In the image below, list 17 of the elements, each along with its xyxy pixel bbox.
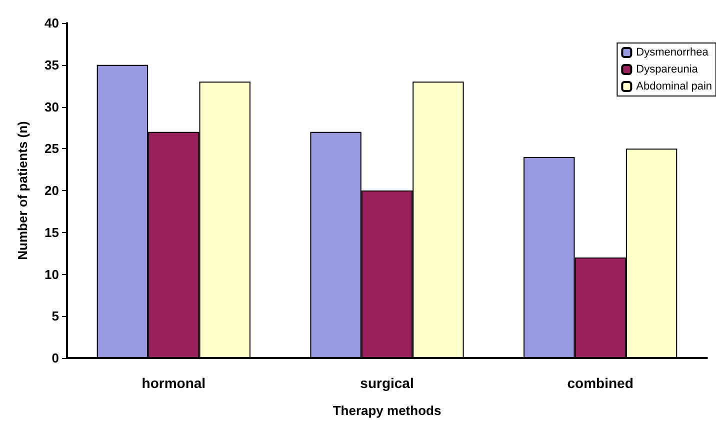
y-tick-label: 30 [44, 99, 59, 114]
y-tick-label: 25 [44, 141, 59, 156]
y-tick-label: 15 [44, 224, 59, 240]
legend-label: Dysmenorrhea [636, 46, 710, 58]
y-tick-label: 10 [44, 266, 59, 282]
legend-label: Abdominal pain [636, 80, 712, 92]
x-axis-title: Therapy methods [332, 403, 442, 418]
y-tick-label: 35 [44, 57, 59, 72]
y-tick-label: 40 [44, 16, 59, 30]
x-tick-label: hormonal [142, 375, 206, 391]
x-tick-label: surgical [360, 375, 414, 391]
y-axis-title: Number of patients (n) [15, 121, 30, 260]
y-tick-label: 0 [52, 350, 59, 366]
y-tick-label: 20 [44, 183, 59, 198]
y-tick-label: 5 [52, 308, 59, 324]
x-tick-label: combined [567, 375, 634, 391]
legend-label: Dyspareunia [636, 64, 699, 76]
